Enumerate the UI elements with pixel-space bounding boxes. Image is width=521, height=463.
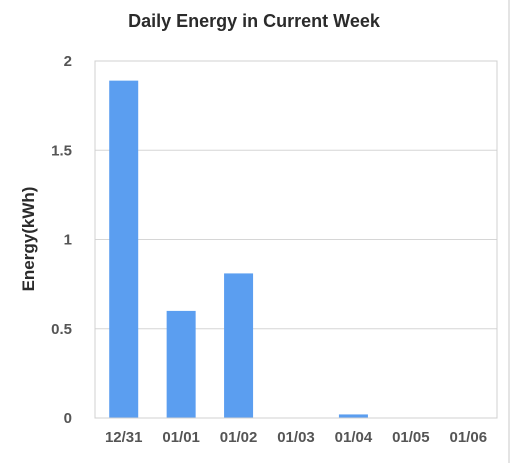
- x-tick-label: 12/31: [105, 429, 143, 446]
- y-tick-label: 0.5: [51, 321, 72, 338]
- y-tick-label: 2: [64, 53, 72, 70]
- bar-12-31[interactable]: [109, 80, 139, 418]
- x-tick-label: 01/03: [277, 429, 315, 446]
- plot-area-frame: [94, 60, 498, 419]
- x-tick-label: 01/02: [220, 429, 258, 446]
- y-axis-label: Energy(kWh): [19, 187, 38, 292]
- x-tick-label: 01/05: [392, 429, 430, 446]
- y-tick-label: 0: [64, 410, 72, 427]
- bar-01-01[interactable]: [166, 310, 196, 418]
- bar-01-04[interactable]: [338, 414, 368, 418]
- x-tick-label: 01/04: [335, 429, 373, 446]
- chart-title: Daily Energy in Current Week: [128, 11, 381, 31]
- y-tick-labels: 0 0.5 1 1.5 2: [51, 53, 72, 427]
- y-tick-label: 1.5: [51, 142, 72, 159]
- y-tick-label: 1: [64, 232, 72, 249]
- bars: [109, 80, 368, 418]
- x-tick-label: 01/01: [162, 429, 200, 446]
- x-tick-labels: 12/31 01/01 01/02 01/03 01/04 01/05 01/06: [105, 429, 487, 446]
- gridlines: [95, 60, 497, 419]
- x-tick-label: 01/06: [450, 429, 488, 446]
- bar-01-02[interactable]: [224, 273, 254, 418]
